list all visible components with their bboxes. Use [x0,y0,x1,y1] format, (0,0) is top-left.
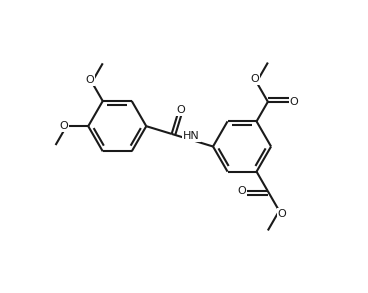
Text: O: O [59,121,68,131]
Text: HN: HN [183,131,200,141]
Text: O: O [251,74,259,84]
Text: O: O [177,105,185,115]
Text: O: O [290,97,298,107]
Text: O: O [85,75,94,85]
Text: O: O [278,209,286,219]
Text: O: O [237,186,246,196]
